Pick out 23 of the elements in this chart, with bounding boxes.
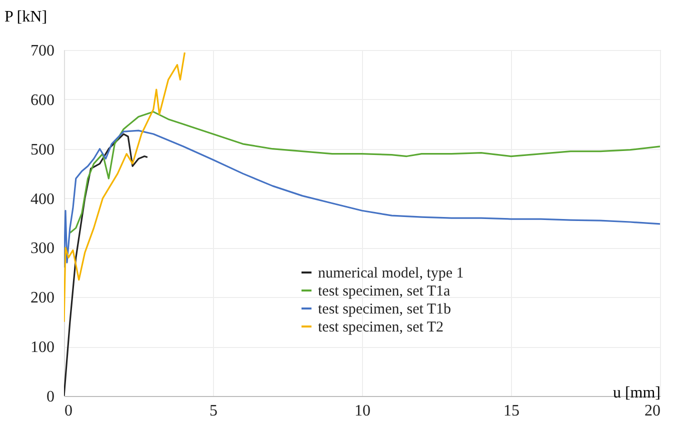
y-tick-label: 600 [30, 92, 54, 109]
y-tick-label: 100 [30, 339, 54, 356]
x-tick-label: 0 [64, 402, 72, 420]
x-tick-label: 20 [644, 402, 660, 420]
y-tick-label: 500 [30, 141, 54, 158]
x-axis-title: u [mm] [612, 384, 660, 402]
y-tick-label: 400 [30, 190, 54, 208]
x-tick-label: 15 [504, 402, 520, 420]
y-axis-title: P [kN] [4, 8, 48, 26]
y-tick-label: 300 [30, 240, 54, 258]
y-tick-label: 200 [30, 290, 54, 307]
legend-label: test specimen, set T1a [318, 284, 451, 300]
x-tick-label: 5 [210, 402, 218, 420]
y-tick-label: 0 [46, 388, 54, 406]
line-series [64, 133, 148, 396]
line-series [69, 110, 660, 234]
line-series [64, 130, 660, 268]
line-series [64, 52, 186, 323]
legend-label: numerical model, type 1 [318, 266, 464, 282]
x-tick-label: 10 [354, 402, 370, 420]
legend-label: test specimen, set T2 [318, 320, 444, 336]
y-tick-label: 700 [30, 42, 54, 60]
legend-label: test specimen, set T1b [318, 302, 452, 318]
